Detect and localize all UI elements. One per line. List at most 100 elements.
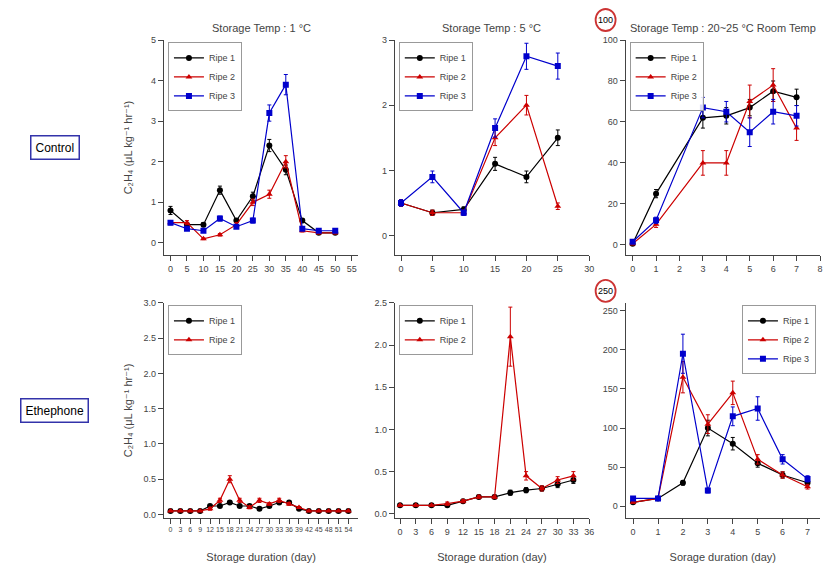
- svg-text:21: 21: [505, 527, 515, 537]
- svg-text:0.5: 0.5: [144, 474, 157, 484]
- svg-text:27: 27: [256, 526, 264, 533]
- svg-text:24: 24: [246, 526, 254, 533]
- svg-text:Ripe 1: Ripe 1: [783, 316, 809, 326]
- svg-text:1: 1: [382, 166, 387, 176]
- svg-text:6: 6: [429, 527, 434, 537]
- svg-text:Storage Temp : 1 °C: Storage Temp : 1 °C: [212, 22, 311, 34]
- svg-text:5: 5: [151, 35, 156, 45]
- svg-text:1.5: 1.5: [374, 382, 387, 392]
- svg-text:50: 50: [330, 264, 340, 274]
- svg-text:10: 10: [459, 264, 469, 274]
- svg-text:3: 3: [413, 527, 418, 537]
- svg-text:Ripe 1: Ripe 1: [671, 53, 697, 63]
- svg-text:Ripe 3: Ripe 3: [209, 91, 235, 101]
- svg-text:3.0: 3.0: [144, 298, 157, 308]
- svg-text:0: 0: [631, 527, 636, 537]
- svg-text:C₂H₄ (μL kg⁻¹ hr⁻¹): C₂H₄ (μL kg⁻¹ hr⁻¹): [122, 364, 134, 458]
- svg-text:1.0: 1.0: [144, 439, 157, 449]
- svg-text:100: 100: [598, 15, 613, 25]
- svg-text:40: 40: [608, 158, 618, 168]
- svg-text:39: 39: [295, 526, 303, 533]
- svg-text:4: 4: [151, 76, 156, 86]
- svg-text:50: 50: [608, 462, 618, 472]
- svg-text:150: 150: [603, 384, 618, 394]
- svg-text:24: 24: [521, 527, 531, 537]
- svg-text:20: 20: [231, 264, 241, 274]
- svg-text:2: 2: [677, 264, 682, 274]
- svg-text:35: 35: [281, 264, 291, 274]
- svg-text:Ripe 2: Ripe 2: [440, 72, 466, 82]
- svg-text:1: 1: [151, 197, 156, 207]
- svg-text:3: 3: [178, 526, 182, 533]
- svg-text:18: 18: [226, 526, 234, 533]
- svg-text:0: 0: [151, 238, 156, 248]
- svg-text:4: 4: [724, 264, 729, 274]
- svg-text:27: 27: [537, 527, 547, 537]
- svg-text:6: 6: [188, 526, 192, 533]
- svg-text:200: 200: [603, 345, 618, 355]
- svg-text:3: 3: [705, 527, 710, 537]
- svg-text:0: 0: [399, 264, 404, 274]
- svg-text:30: 30: [584, 264, 594, 274]
- svg-text:Ethephone: Ethephone: [26, 404, 84, 418]
- svg-text:80: 80: [608, 76, 618, 86]
- svg-text:10: 10: [198, 264, 208, 274]
- svg-text:30: 30: [264, 264, 274, 274]
- svg-text:Ripe 3: Ripe 3: [783, 354, 809, 364]
- svg-text:9: 9: [198, 526, 202, 533]
- svg-text:Ripe 1: Ripe 1: [440, 53, 466, 63]
- svg-text:Ripe 2: Ripe 2: [440, 335, 466, 345]
- svg-text:7: 7: [794, 264, 799, 274]
- svg-text:Ripe 2: Ripe 2: [783, 335, 809, 345]
- svg-text:12: 12: [458, 527, 468, 537]
- svg-text:0: 0: [613, 501, 618, 511]
- svg-text:18: 18: [490, 527, 500, 537]
- svg-text:100: 100: [603, 35, 618, 45]
- svg-text:250: 250: [598, 286, 613, 296]
- svg-text:40: 40: [297, 264, 307, 274]
- svg-text:3: 3: [151, 116, 156, 126]
- svg-text:1: 1: [654, 264, 659, 274]
- svg-text:15: 15: [216, 526, 224, 533]
- svg-text:25: 25: [248, 264, 258, 274]
- svg-text:2: 2: [680, 527, 685, 537]
- svg-text:0.5: 0.5: [374, 467, 387, 477]
- svg-text:36: 36: [584, 527, 594, 537]
- svg-text:C₂H₄ (μL kg⁻¹ hr⁻¹): C₂H₄ (μL kg⁻¹ hr⁻¹): [122, 101, 134, 195]
- svg-text:Storage duration (day): Storage duration (day): [206, 551, 315, 563]
- svg-text:Ripe 2: Ripe 2: [209, 335, 235, 345]
- svg-text:45: 45: [314, 264, 324, 274]
- svg-text:5: 5: [755, 527, 760, 537]
- svg-text:2.0: 2.0: [374, 340, 387, 350]
- svg-text:6: 6: [780, 527, 785, 537]
- svg-text:42: 42: [305, 526, 313, 533]
- svg-text:0: 0: [169, 526, 173, 533]
- svg-text:Ripe 3: Ripe 3: [440, 91, 466, 101]
- svg-text:Storage Temp : 20~25 °C Room T: Storage Temp : 20~25 °C Room Temp: [630, 22, 816, 34]
- svg-text:5: 5: [430, 264, 435, 274]
- svg-text:6: 6: [771, 264, 776, 274]
- svg-text:60: 60: [608, 117, 618, 127]
- svg-text:25: 25: [553, 264, 563, 274]
- svg-text:Ripe 3: Ripe 3: [671, 91, 697, 101]
- svg-text:0.0: 0.0: [144, 510, 157, 520]
- svg-text:30: 30: [265, 526, 273, 533]
- svg-text:9: 9: [445, 527, 450, 537]
- svg-text:54: 54: [345, 526, 353, 533]
- svg-text:30: 30: [553, 527, 563, 537]
- svg-text:2.5: 2.5: [374, 298, 387, 308]
- svg-text:Storage Temp : 5 °C: Storage Temp : 5 °C: [442, 22, 541, 34]
- svg-text:100: 100: [603, 423, 618, 433]
- svg-text:Control: Control: [36, 141, 75, 155]
- svg-text:4: 4: [730, 527, 735, 537]
- svg-text:1.0: 1.0: [374, 425, 387, 435]
- svg-text:Ripe 1: Ripe 1: [440, 316, 466, 326]
- svg-text:0: 0: [168, 264, 173, 274]
- svg-text:Sorage duration (day): Sorage duration (day): [670, 551, 776, 563]
- svg-text:15: 15: [490, 264, 500, 274]
- svg-text:45: 45: [315, 526, 323, 533]
- svg-text:15: 15: [474, 527, 484, 537]
- svg-text:51: 51: [335, 526, 343, 533]
- svg-text:20: 20: [608, 199, 618, 209]
- svg-text:0: 0: [397, 527, 402, 537]
